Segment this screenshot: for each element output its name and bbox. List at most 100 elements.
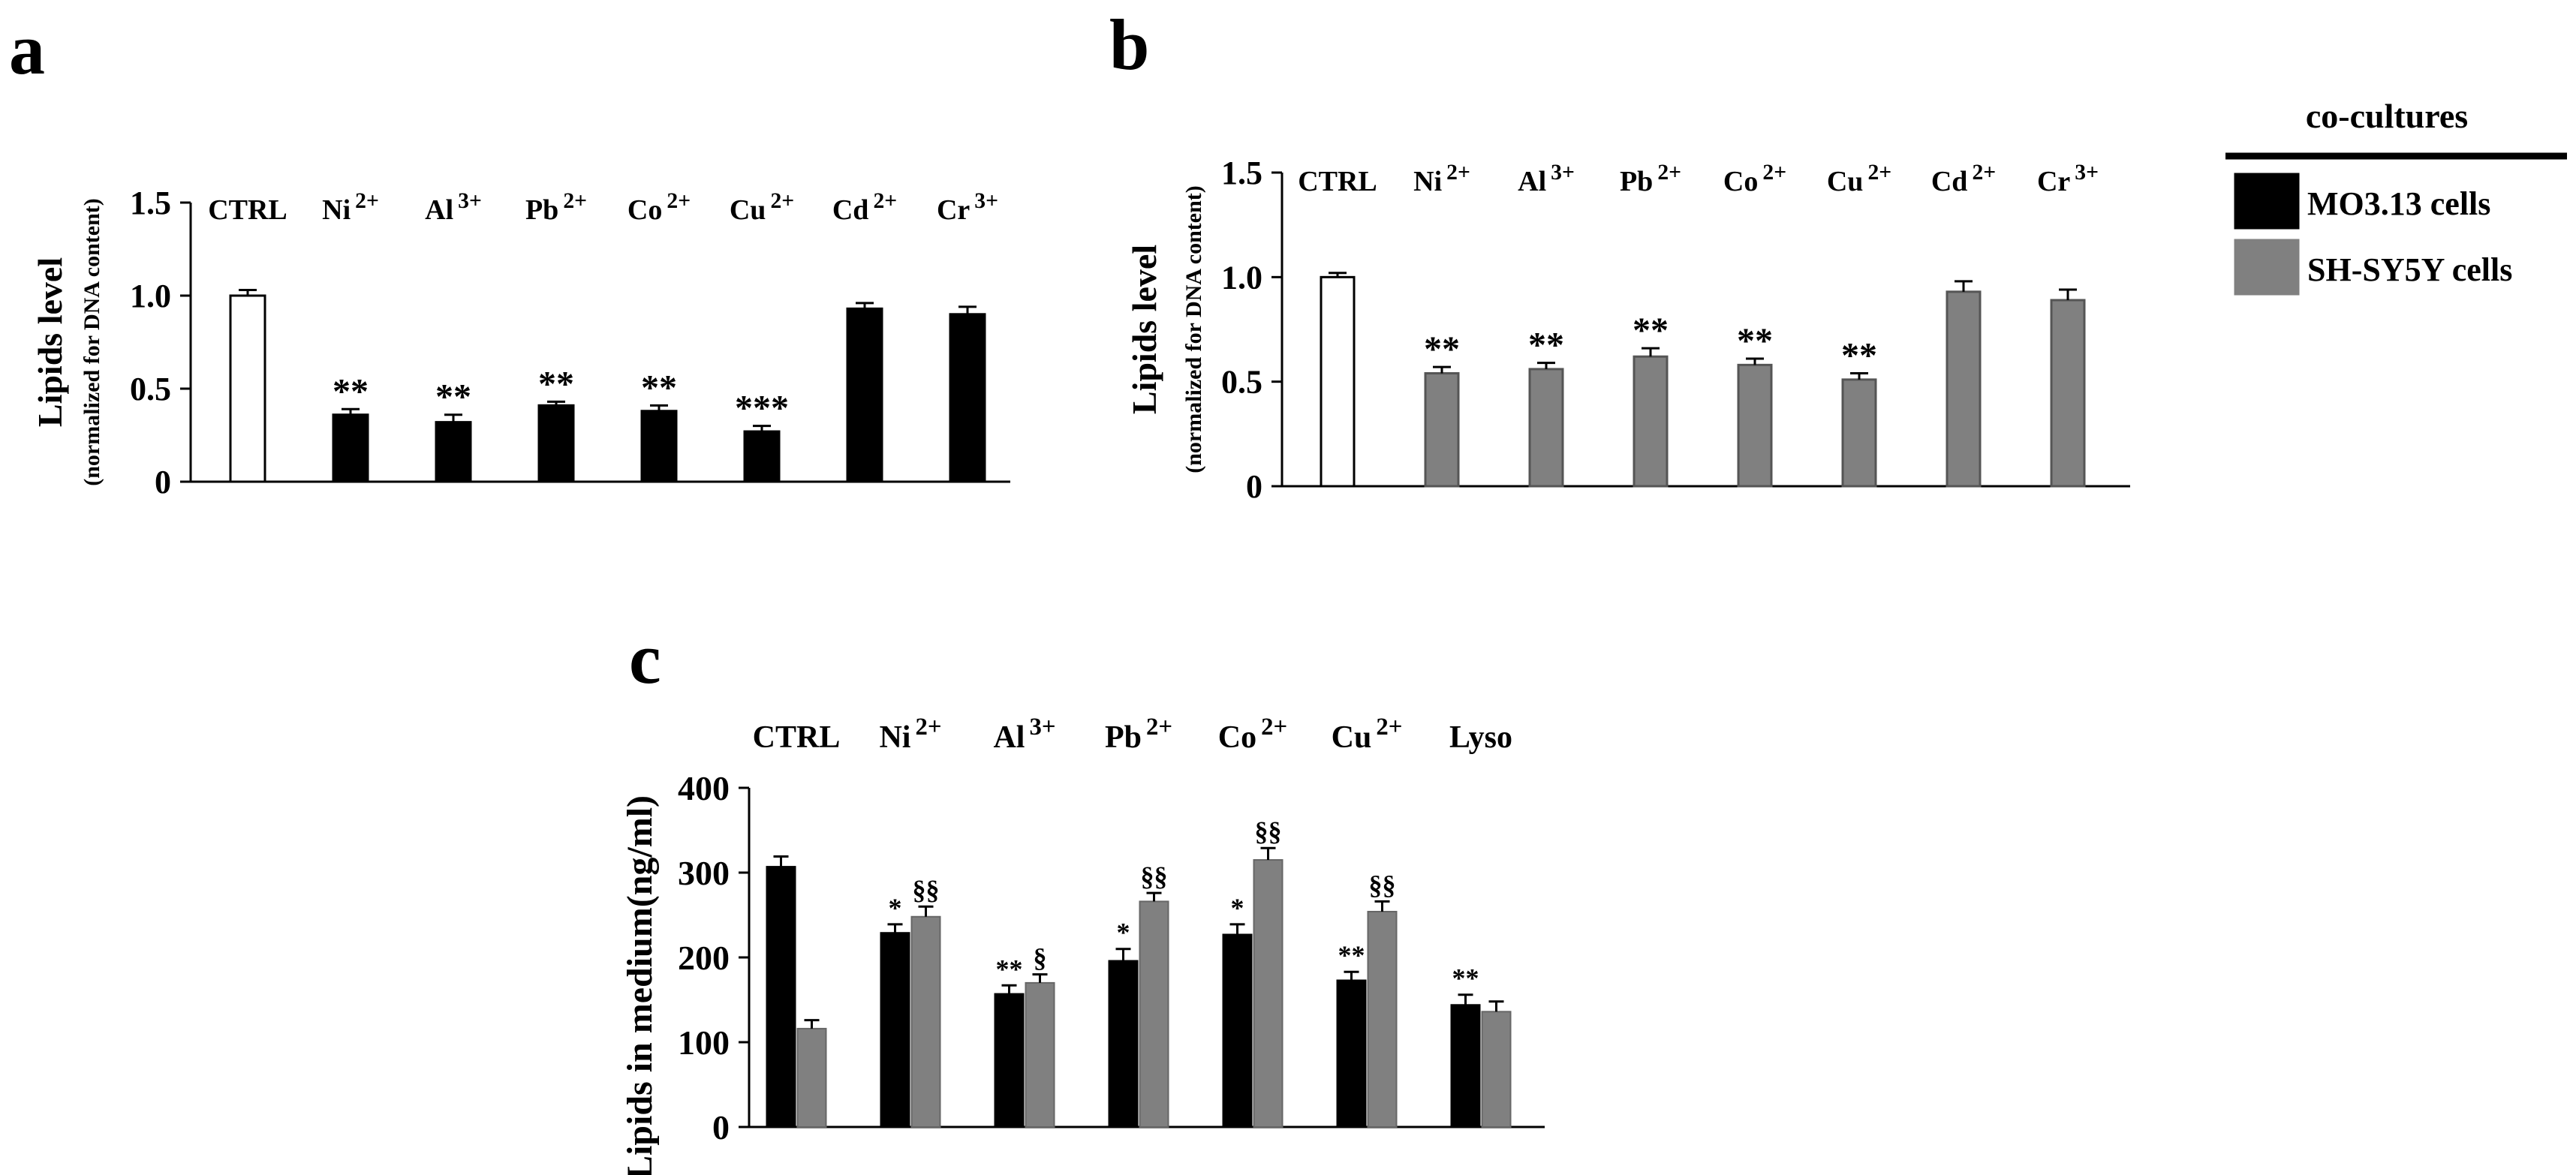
category-label: Ni 2+: [322, 189, 379, 226]
bar-shsy5y: [910, 915, 941, 1128]
category-label: Lyso: [1449, 720, 1512, 755]
bar-shsy5y: [1253, 859, 1283, 1128]
y-tick-label: 100: [678, 1023, 730, 1062]
y-tick-label: 300: [678, 854, 730, 892]
bar-mo313: [1108, 960, 1139, 1128]
bar: [435, 421, 472, 483]
panel-a-chart: 0 0.5 1.0 1.5 Lipids level (normalized for DN…: [31, 185, 1010, 500]
legend-label-shsy5y: SH-SY5Y cells: [2307, 251, 2512, 288]
legend-title: co-cultures: [2306, 97, 2468, 135]
category-label: Al 3+: [425, 189, 482, 226]
bar: [640, 410, 678, 483]
y-tick-label: 1.5: [130, 185, 171, 221]
bar: [1528, 368, 1564, 488]
bar: [1633, 355, 1669, 488]
bar: [2050, 299, 2086, 488]
bar: [1424, 372, 1460, 488]
category-label: Cd 2+: [1931, 161, 1996, 197]
y-axis-sublabel: (normalized for DNA content): [1181, 185, 1206, 473]
y-axis-sublabel: (normalized for DNA content): [80, 198, 104, 486]
bar: [1737, 363, 1773, 488]
bar-shsy5y: [796, 1027, 827, 1128]
category-label: Pb 2+: [1620, 161, 1681, 197]
bar-shsy5y: [1025, 981, 1055, 1128]
significance-marker: **: [435, 377, 471, 417]
bar: [1946, 290, 1982, 488]
significance-marker: *: [889, 893, 902, 923]
bar: [743, 430, 781, 483]
bar: [1841, 378, 1877, 488]
significance-marker: §§: [1141, 861, 1168, 891]
y-tick-label: 1.0: [130, 278, 171, 314]
panel-b-letter: b: [1109, 5, 1149, 85]
bar: [846, 307, 883, 483]
bar-mo313: [1336, 979, 1367, 1128]
bar-shsy5y: [1139, 900, 1169, 1128]
category-label: CTRL: [753, 720, 841, 755]
bar-shsy5y: [1481, 1011, 1512, 1128]
category-label: Cu 2+: [1827, 161, 1891, 197]
bar: [229, 294, 266, 483]
y-axis-label: Lipids level: [31, 257, 69, 427]
significance-marker: **: [1528, 326, 1564, 365]
category-label: Cu 2+: [1332, 714, 1403, 755]
legend: co-cultures MO3.13 cells SH-SY5Y cells: [2225, 97, 2567, 296]
significance-marker: ***: [735, 389, 789, 428]
significance-marker: §§: [1369, 870, 1396, 900]
significance-marker: **: [538, 364, 574, 404]
y-tick-label: 0.5: [130, 371, 171, 407]
significance-marker: §§: [1255, 816, 1282, 846]
significance-marker: *: [1231, 893, 1244, 923]
significance-marker: **: [996, 954, 1023, 984]
y-tick-label: 0: [712, 1108, 730, 1146]
bar: [537, 404, 575, 483]
bar-mo313: [1222, 933, 1253, 1128]
bar-mo313: [1450, 1004, 1481, 1128]
category-label: Pb 2+: [525, 189, 587, 226]
panel-c-chart: 0 100 200 300 400 Lipids in medium(ng/ml) CTRL…: [620, 714, 1545, 1175]
y-tick-label: 0.5: [1221, 364, 1262, 401]
significance-marker: **: [333, 371, 369, 411]
significance-marker: **: [1737, 321, 1773, 361]
category-label: Al 3+: [993, 714, 1055, 755]
y-tick-label: 1.5: [1221, 155, 1262, 191]
legend-swatch-shsy5y: [2234, 239, 2300, 296]
y-tick-label: 0: [1246, 468, 1262, 505]
category-label: CTRL: [208, 194, 287, 226]
category-label: Cd 2+: [832, 189, 897, 226]
y-tick-label: 400: [678, 769, 730, 807]
category-label: Al 3+: [1518, 161, 1575, 197]
bar-mo313: [994, 993, 1025, 1128]
panel-a-letter: a: [9, 9, 45, 89]
legend-label-mo313: MO3.13 cells: [2307, 185, 2490, 222]
y-tick-label: 1.0: [1221, 259, 1262, 296]
category-label: Pb 2+: [1105, 714, 1172, 755]
bar-mo313: [766, 866, 796, 1128]
bar: [332, 413, 369, 483]
category-label: Ni 2+: [1413, 161, 1470, 197]
y-tick-label: 0: [155, 464, 171, 500]
category-label: Co 2+: [1218, 714, 1287, 755]
category-label: Ni 2+: [879, 714, 941, 755]
category-label: Cr 3+: [937, 189, 998, 226]
panel-c-letter: c: [629, 618, 661, 699]
category-label: Co 2+: [627, 189, 691, 226]
significance-marker: **: [1452, 963, 1479, 993]
category-label: Co 2+: [1723, 161, 1786, 197]
y-axis-label: Lipids level: [1125, 245, 1163, 414]
significance-marker: **: [1338, 940, 1365, 970]
significance-marker: **: [641, 368, 677, 407]
significance-marker: *: [1117, 918, 1130, 948]
bar-mo313: [880, 932, 910, 1128]
panel-b-chart: 0 0.5 1.0 1.5 Lipids level (normalized for DN…: [1125, 155, 2130, 505]
significance-marker: **: [1841, 336, 1877, 376]
category-label: Cr 3+: [2037, 161, 2099, 197]
significance-marker: §§: [913, 875, 940, 905]
significance-marker: **: [1633, 311, 1669, 350]
bar: [949, 313, 986, 483]
significance-marker: §: [1034, 943, 1047, 973]
legend-swatch-mo313: [2234, 173, 2300, 230]
significance-marker: **: [1424, 329, 1460, 369]
bar-shsy5y: [1367, 910, 1398, 1128]
